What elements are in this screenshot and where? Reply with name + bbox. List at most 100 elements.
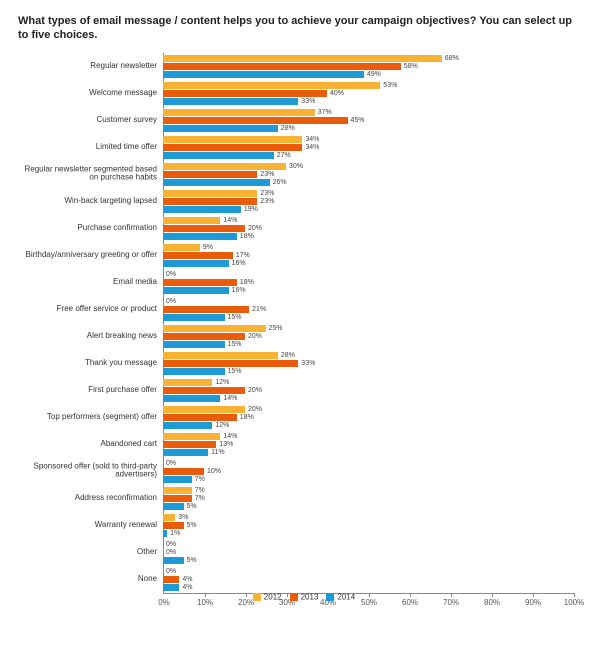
bar-value: 11% — [211, 449, 225, 456]
bar-value: 0% — [166, 549, 176, 556]
bar — [163, 279, 237, 286]
bar-value: 53% — [383, 82, 397, 89]
category-label: Regular newsletter segmented based on pu… — [18, 166, 157, 183]
bar — [163, 487, 192, 494]
category-row: First purchase offer12%20%14% — [18, 377, 578, 404]
bar — [163, 190, 257, 197]
bar-value: 15% — [228, 341, 242, 348]
bar-value: 28% — [281, 352, 295, 359]
bar — [163, 530, 167, 537]
bar-value: 33% — [301, 98, 315, 105]
bar-value: 15% — [228, 314, 242, 321]
category-label: Customer survey — [18, 116, 157, 124]
category-row: Welcome message53%40%33% — [18, 80, 578, 107]
bar — [163, 109, 315, 116]
category-row: Thank you message28%33%15% — [18, 350, 578, 377]
bar — [163, 360, 298, 367]
bar — [163, 55, 442, 62]
legend-label: 2014 — [337, 592, 355, 601]
bar-value: 21% — [252, 306, 266, 313]
bar-value: 10% — [207, 468, 221, 475]
category-row: Warranty renewal3%5%1% — [18, 512, 578, 539]
bar — [163, 244, 200, 251]
category-label: Sponsored offer (sold to third-party adv… — [18, 463, 157, 480]
bar — [163, 395, 220, 402]
bar — [163, 584, 179, 591]
bar-value: 58% — [404, 63, 418, 70]
bar-value: 7% — [195, 487, 205, 494]
bar-value: 1% — [170, 530, 180, 537]
bar — [163, 63, 401, 70]
bar — [163, 495, 192, 502]
bar — [163, 379, 212, 386]
bar-value: 18% — [240, 233, 254, 240]
category-label: Regular newsletter — [18, 62, 157, 70]
category-label: Abandoned cart — [18, 440, 157, 448]
bar-value: 20% — [248, 225, 262, 232]
bar — [163, 503, 184, 510]
bar-value: 26% — [273, 179, 287, 186]
bar-value: 9% — [203, 244, 213, 251]
category-label: Win-back targeting lapsed — [18, 197, 157, 205]
category-label: First purchase offer — [18, 386, 157, 394]
bar-value: 34% — [305, 144, 319, 151]
bar-value: 23% — [260, 171, 274, 178]
category-label: Birthday/anniversary greeting or offer — [18, 251, 157, 259]
bar-value: 12% — [215, 379, 229, 386]
bar-value: 45% — [351, 117, 365, 124]
category-row: Regular newsletter68%58%49% — [18, 53, 578, 80]
bar-value: 49% — [367, 71, 381, 78]
bar-value: 17% — [236, 252, 250, 259]
category-row: Email media0%18%16% — [18, 269, 578, 296]
bar — [163, 422, 212, 429]
bar — [163, 71, 364, 78]
bar — [163, 522, 184, 529]
bar — [163, 476, 192, 483]
category-row: None0%4%4% — [18, 566, 578, 593]
category-label: Limited time offer — [18, 143, 157, 151]
bar — [163, 333, 245, 340]
bar — [163, 260, 229, 267]
bar-value: 14% — [223, 217, 237, 224]
bar-value: 19% — [244, 206, 258, 213]
bar-value: 0% — [166, 298, 176, 305]
bar — [163, 98, 298, 105]
category-label: Alert breaking news — [18, 332, 157, 340]
bar-value: 12% — [215, 422, 229, 429]
category-row: Abandoned cart 14%13%11% — [18, 431, 578, 458]
category-row: Top performers (segment) offer20%18%12% — [18, 404, 578, 431]
bar-value: 20% — [248, 387, 262, 394]
bar-value: 27% — [277, 152, 291, 159]
bar-value: 4% — [182, 584, 192, 591]
bar-value: 25% — [269, 325, 283, 332]
bar-value: 34% — [305, 136, 319, 143]
category-row: Address reconfirmation7%7%5% — [18, 485, 578, 512]
category-row: Purchase confirmation14%20%18% — [18, 215, 578, 242]
bar-value: 5% — [187, 557, 197, 564]
bar-value: 13% — [219, 441, 233, 448]
legend-swatch — [290, 593, 298, 601]
legend-label: 2012 — [264, 592, 282, 601]
bar-value: 28% — [281, 125, 295, 132]
bar-value: 37% — [318, 109, 332, 116]
bar-value: 3% — [178, 514, 188, 521]
bar — [163, 314, 225, 321]
bar — [163, 287, 229, 294]
category-row: Win-back targeting lapsed23%23%19% — [18, 188, 578, 215]
bar — [163, 576, 179, 583]
category-label: Warranty renewal — [18, 521, 157, 529]
bar — [163, 352, 278, 359]
category-row: Customer survey 37% 45% 28% — [18, 107, 578, 134]
bar — [163, 557, 184, 564]
bar — [163, 144, 302, 151]
bar-value: 30% — [289, 163, 303, 170]
bar-value: 14% — [223, 433, 237, 440]
legend-swatch — [253, 593, 261, 601]
bar-value: 23% — [260, 198, 274, 205]
category-label: Email media — [18, 278, 157, 286]
bar-value: 18% — [240, 414, 254, 421]
bar-value: 23% — [260, 190, 274, 197]
bar-value: 18% — [240, 279, 254, 286]
bar — [163, 368, 225, 375]
bar — [163, 233, 237, 240]
